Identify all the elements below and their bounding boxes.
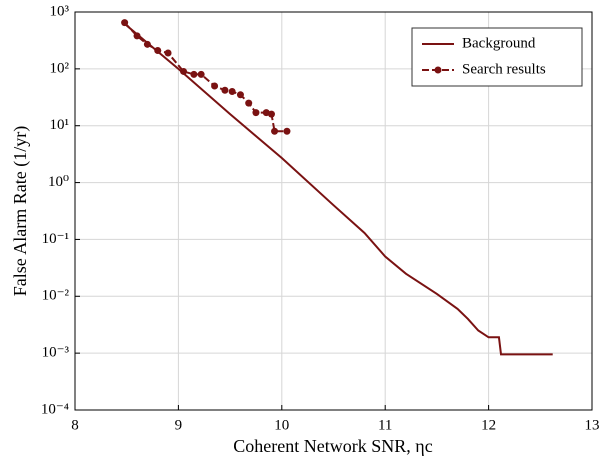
marker (267, 110, 275, 118)
marker (121, 19, 129, 27)
y-tick-label: 10³ (50, 3, 70, 19)
legend-label: Search results (462, 61, 546, 77)
marker (197, 70, 205, 78)
legend-label: Background (462, 35, 536, 51)
y-tick-label: 10⁻² (42, 288, 70, 304)
marker (245, 99, 253, 107)
marker (190, 70, 198, 78)
marker (228, 87, 236, 95)
x-tick-label: 11 (378, 417, 392, 433)
y-tick-label: 10² (50, 60, 70, 76)
x-tick-label: 13 (585, 417, 600, 433)
marker (211, 82, 219, 90)
x-tick-label: 9 (175, 417, 183, 433)
y-tick-label: 10⁰ (48, 174, 69, 190)
series-line (123, 23, 553, 356)
marker (221, 86, 229, 94)
marker (252, 109, 260, 117)
marker (283, 127, 291, 135)
y-tick-label: 10⁻⁴ (41, 401, 69, 417)
marker (180, 67, 188, 75)
marker (236, 91, 244, 99)
marker (133, 32, 141, 40)
y-tick-label: 10⁻¹ (42, 231, 69, 247)
marker (143, 40, 151, 48)
marker (271, 127, 279, 135)
x-tick-label: 12 (481, 417, 496, 433)
plot-frame (74, 11, 593, 411)
x-tick-label: 10 (274, 417, 289, 433)
legend-marker (434, 66, 442, 74)
legend-box (411, 27, 583, 87)
series-line (123, 21, 287, 133)
y-tick-label: 10¹ (50, 117, 70, 133)
y-axis-label: False Alarm Rate (1/yr) (10, 126, 31, 296)
marker (164, 49, 172, 57)
y-tick-label: 10⁻³ (42, 345, 70, 361)
x-tick-label: 8 (71, 417, 79, 433)
marker (154, 47, 162, 55)
x-axis-label: Coherent Network SNR, ηc (233, 436, 432, 456)
